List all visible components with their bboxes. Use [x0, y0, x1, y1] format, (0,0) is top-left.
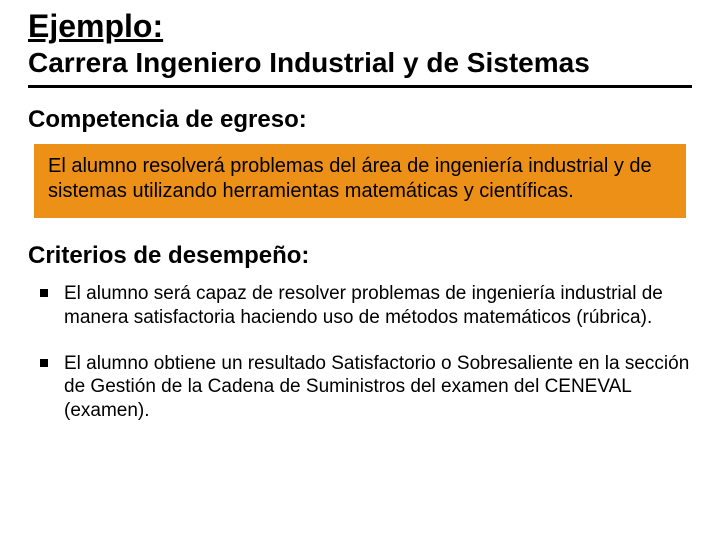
slide-container: Ejemplo: Carrera Ingeniero Industrial y … — [0, 0, 720, 540]
title-career: Carrera Ingeniero Industrial y de Sistem… — [28, 47, 692, 79]
title-divider — [28, 85, 692, 88]
criteria-list: El alumno será capaz de resolver problem… — [28, 282, 692, 423]
criteria-item: El alumno obtiene un resultado Satisfact… — [38, 352, 692, 423]
competency-box: El alumno resolverá problemas del área d… — [34, 144, 686, 218]
criteria-heading: Criterios de desempeño: — [28, 242, 692, 270]
title-example: Ejemplo: — [28, 8, 692, 45]
criteria-item: El alumno será capaz de resolver problem… — [38, 282, 692, 330]
competency-heading: Competencia de egreso: — [28, 106, 692, 134]
